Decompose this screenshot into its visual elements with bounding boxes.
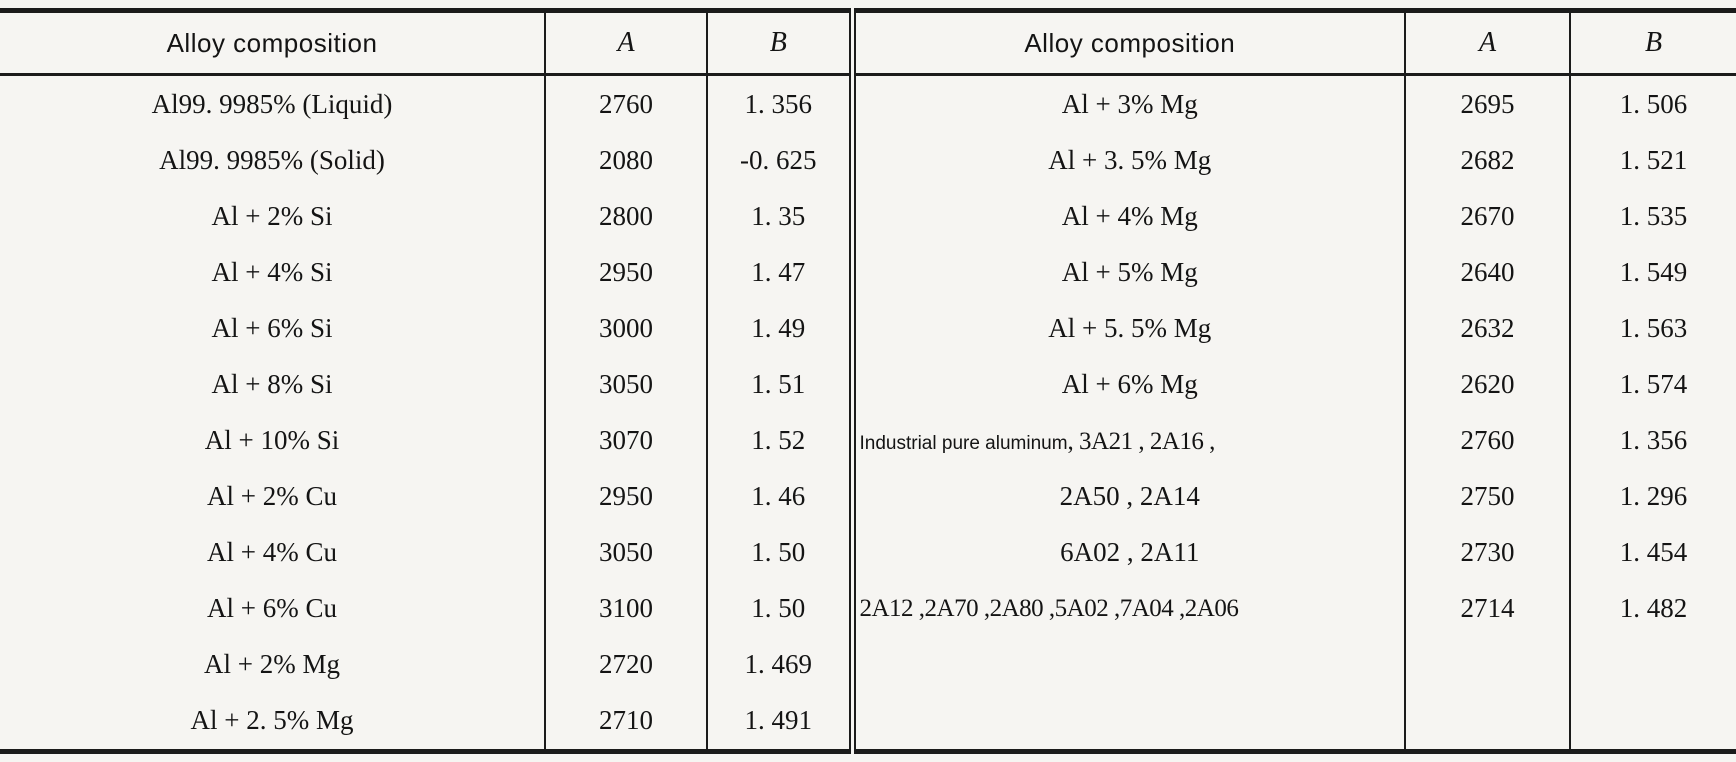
a-value-cell: 2620 <box>1405 356 1571 413</box>
b-value-cell: 1. 35 <box>707 188 856 245</box>
a-value-cell: 2720 <box>545 636 708 693</box>
composition-cell: Al + 4% Si <box>0 244 546 301</box>
table-row: Al + 4% Cu 3050 1. 50 6A02 , 2A11 2730 1… <box>0 524 1736 581</box>
a-value-cell: 3100 <box>545 580 708 637</box>
composition-cell: 2A50 , 2A14 <box>852 468 1406 525</box>
b-value-cell: 1. 49 <box>707 300 856 357</box>
table-row: Al + 6% Si 3000 1. 49 Al + 5. 5% Mg 2632… <box>0 300 1736 357</box>
a-value-cell: 2760 <box>545 74 708 133</box>
a-value-cell: 3070 <box>545 412 708 469</box>
composition-cell: Al + 6% Si <box>0 300 546 357</box>
header-a-left: A <box>545 10 708 76</box>
a-value-cell: 2695 <box>1405 74 1571 133</box>
a-value-cell-empty <box>1405 636 1571 693</box>
composition-prefix-label: Industrial pure aluminum <box>859 433 1068 454</box>
b-value-cell: -0. 625 <box>707 132 856 189</box>
composition-cell: Al + 5. 5% Mg <box>852 300 1406 357</box>
composition-cell: Al99. 9985% (Liquid) <box>0 74 546 133</box>
table-row: Al + 4% Si 2950 1. 47 Al + 5% Mg 2640 1.… <box>0 244 1736 301</box>
header-b-left: B <box>707 10 856 76</box>
b-value-cell: 1. 454 <box>1619 537 1688 568</box>
b-value-cell: 1. 50 <box>707 580 856 637</box>
b-value-cell: 1. 356 <box>707 74 856 133</box>
table-row: Al + 2. 5% Mg 2710 1. 491 <box>0 692 1736 752</box>
table-row: Al + 2% Mg 2720 1. 469 <box>0 636 1736 693</box>
b-value-cell: 1. 356 <box>1619 425 1688 455</box>
b-value-cell: 1. 549 <box>1619 256 1688 287</box>
a-value-cell: 3000 <box>545 300 708 357</box>
composition-cell: Al + 3% Mg <box>852 74 1406 133</box>
table-row: Al99. 9985% (Liquid) 2760 1. 356 Al + 3%… <box>0 74 1736 133</box>
b-value-cell: 1. 52 <box>707 412 856 469</box>
b-value-cell-empty <box>1570 637 1736 693</box>
composition-cell: Al + 4% Mg <box>852 188 1406 245</box>
b-value-cell: 1. 469 <box>707 636 856 693</box>
a-value-cell: 2760 <box>1405 412 1571 469</box>
composition-cell: 2A12 ,2A70 ,2A80 ,5A02 ,7A04 ,2A06 <box>852 580 1406 637</box>
composition-cell-empty <box>852 692 1406 752</box>
b-value-cell: 1. 506 <box>1619 88 1688 119</box>
composition-cell: Al + 8% Si <box>0 356 546 413</box>
composition-cell-empty <box>852 636 1406 693</box>
composition-cell: Al + 3. 5% Mg <box>852 132 1406 189</box>
table-row: Al + 6% Cu 3100 1. 50 2A12 ,2A70 ,2A80 ,… <box>0 580 1736 637</box>
b-value-cell: 1. 535 <box>1619 200 1688 231</box>
header-row: Alloy composition A B Alloy composition … <box>0 10 1736 76</box>
b-value-cell: 1. 50 <box>707 524 856 581</box>
composition-cell: Al + 10% Si <box>0 412 546 469</box>
composition-cell: Al + 4% Cu <box>0 524 546 581</box>
header-alloy-composition-left: Alloy composition <box>0 10 546 76</box>
table-row: Al + 10% Si 3070 1. 52 Industrial pure a… <box>0 412 1736 469</box>
composition-cell: Al + 2% Si <box>0 188 546 245</box>
composition-cell: Al + 2. 5% Mg <box>0 692 546 752</box>
a-value-cell: 3050 <box>545 356 708 413</box>
header-alloy-composition-right: Alloy composition <box>852 10 1406 76</box>
a-value-cell: 3050 <box>545 524 708 581</box>
table-row: Al + 2% Si 2800 1. 35 Al + 4% Mg 2670 1.… <box>0 188 1736 245</box>
a-value-cell-empty <box>1405 692 1571 752</box>
composition-cell: Al + 2% Mg <box>0 636 546 693</box>
table-row: Al + 2% Cu 2950 1. 46 2A50 , 2A14 2750 1… <box>0 468 1736 525</box>
composition-cell: Al99. 9985% (Solid) <box>0 132 546 189</box>
b-value-cell: 1. 46 <box>707 468 856 525</box>
composition-cell: Al + 6% Cu <box>0 580 546 637</box>
header-b-right: B <box>1570 10 1736 76</box>
a-value-cell: 2950 <box>545 244 708 301</box>
composition-designations: , 3A21 , 2A16 , <box>1067 428 1216 455</box>
composition-cell: Al + 5% Mg <box>852 244 1406 301</box>
b-value-cell: 1. 296 <box>1619 481 1688 512</box>
a-value-cell: 2750 <box>1405 468 1571 525</box>
a-value-cell: 2950 <box>545 468 708 525</box>
alloy-constants-table: Alloy composition A B Alloy composition … <box>0 8 1736 754</box>
a-value-cell: 2730 <box>1405 524 1571 581</box>
a-value-cell: 2710 <box>545 692 708 752</box>
a-value-cell: 2714 <box>1405 580 1571 637</box>
table-row: Al + 8% Si 3050 1. 51 Al + 6% Mg 2620 1.… <box>0 356 1736 413</box>
composition-cell: Al + 2% Cu <box>0 468 546 525</box>
b-value-cell: 1. 482 <box>1619 593 1688 624</box>
a-value-cell: 2682 <box>1405 132 1571 189</box>
a-value-cell: 2080 <box>545 132 708 189</box>
a-value-cell: 2670 <box>1405 188 1571 245</box>
a-value-cell: 2640 <box>1405 244 1571 301</box>
composition-cell: Industrial pure aluminum, 3A21 , 2A16 , <box>852 412 1406 469</box>
table-row: Al99. 9985% (Solid) 2080 -0. 625 Al + 3.… <box>0 132 1736 189</box>
a-value-cell: 2800 <box>545 188 708 245</box>
b-value-cell: 1. 51 <box>707 356 856 413</box>
composition-cell: 6A02 , 2A11 <box>852 524 1406 581</box>
b-value-cell: 1. 574 <box>1619 368 1688 399</box>
b-value-cell: 1. 563 <box>1619 312 1688 343</box>
b-value-cell: 1. 521 <box>1619 144 1688 175</box>
a-value-cell: 2632 <box>1405 300 1571 357</box>
b-value-cell-empty <box>1570 693 1736 752</box>
composition-cell: Al + 6% Mg <box>852 356 1406 413</box>
header-a-right: A <box>1405 10 1571 76</box>
b-value-cell: 1. 491 <box>707 692 856 752</box>
b-value-cell: 1. 47 <box>707 244 856 301</box>
